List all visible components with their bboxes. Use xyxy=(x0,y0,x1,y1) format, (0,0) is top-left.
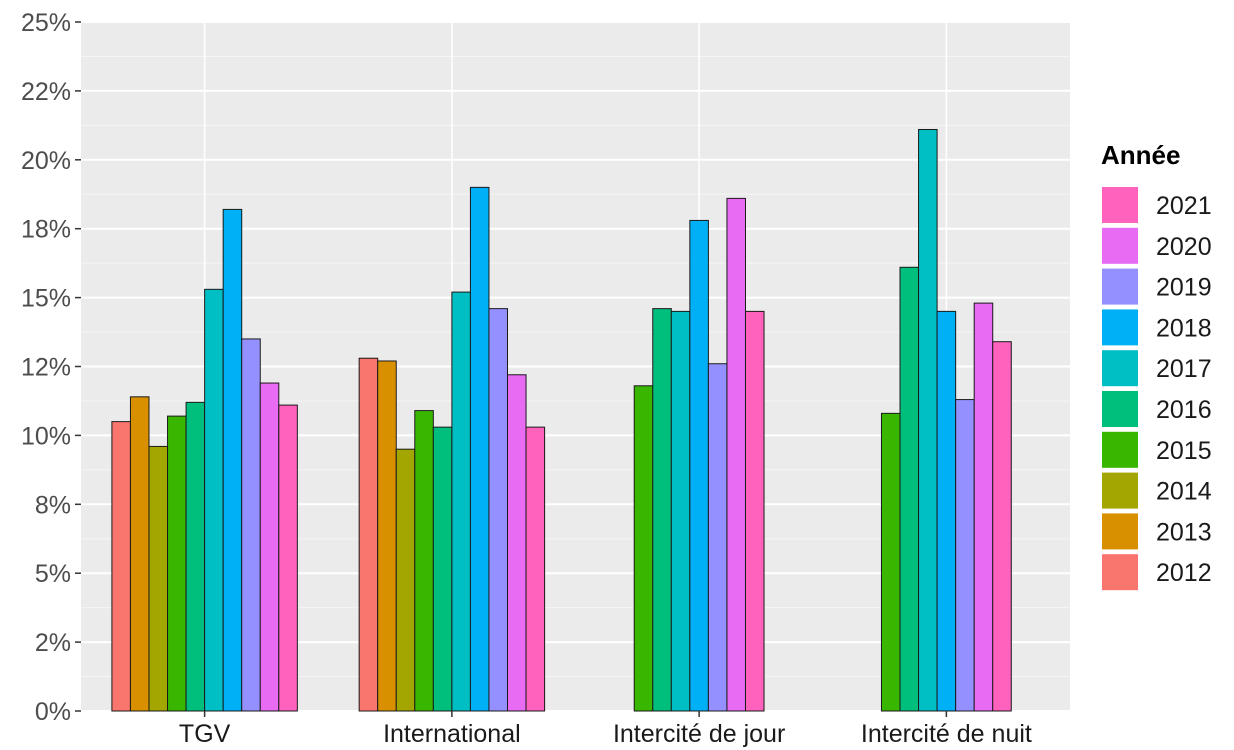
bar-2021 xyxy=(992,341,1012,712)
legend-key-2016 xyxy=(1102,391,1138,427)
y-tick-label: 25% xyxy=(21,9,71,37)
bar-2015 xyxy=(414,410,434,712)
legend-title: Année xyxy=(1101,140,1180,170)
y-axis: 0% 2% 5% 8% 10% 12% 15% 18% 20% 22% 25% xyxy=(21,9,81,726)
bar-2014 xyxy=(395,448,416,712)
y-tick-label: 8% xyxy=(35,491,71,519)
legend-label-2021: 2021 xyxy=(1156,192,1212,220)
bar-2017 xyxy=(451,291,471,712)
y-tick-label: 15% xyxy=(21,285,71,313)
legend-label-2017: 2017 xyxy=(1156,355,1212,383)
legend-label-2016: 2016 xyxy=(1156,396,1212,424)
bar-2020 xyxy=(973,302,994,712)
legend-key-2014 xyxy=(1102,472,1138,509)
legend-key-2020 xyxy=(1102,227,1138,264)
y-tick-label: 5% xyxy=(35,560,71,588)
x-tick-label: TGV xyxy=(179,720,231,748)
legend-key-2012 xyxy=(1102,554,1138,591)
x-tick-label: Intercité de jour xyxy=(613,720,785,748)
bar-2018 xyxy=(469,186,490,712)
y-tick-label: 10% xyxy=(21,422,71,450)
bar-2014 xyxy=(148,445,169,712)
bar-2012 xyxy=(358,357,379,712)
y-tick-label: 20% xyxy=(21,147,71,175)
legend-key-2013 xyxy=(1102,513,1138,550)
legend-label-2018: 2018 xyxy=(1156,314,1212,342)
legend-key-2018 xyxy=(1102,309,1138,346)
legend-label-2020: 2020 xyxy=(1156,233,1212,261)
legend-label-2012: 2012 xyxy=(1156,559,1212,587)
bar-2017 xyxy=(670,310,691,712)
bar-2019 xyxy=(488,308,509,712)
legend-label-2015: 2015 xyxy=(1156,437,1212,465)
bar-2012 xyxy=(111,421,131,712)
bars xyxy=(111,128,1012,712)
legend: Année 2021 2020 2019 2018 2017 2016 2015 2014 20… xyxy=(1101,140,1212,591)
bar-2020 xyxy=(259,382,280,712)
bar-2015 xyxy=(167,415,187,712)
bar-2017 xyxy=(918,128,938,712)
bar-2016 xyxy=(185,401,206,712)
y-tick-label: 12% xyxy=(21,354,71,382)
bar-2016 xyxy=(432,426,453,712)
legend-label-2014: 2014 xyxy=(1156,478,1212,506)
bar-2015 xyxy=(633,385,654,712)
legend-key-2017 xyxy=(1102,350,1138,387)
x-tick-label: International xyxy=(383,720,521,748)
bar-2021 xyxy=(525,426,546,712)
y-tick-label: 18% xyxy=(21,216,71,244)
bar-2017 xyxy=(204,288,224,712)
bar-2015 xyxy=(880,412,901,712)
bar-2021 xyxy=(278,404,298,712)
bar-2013 xyxy=(129,396,150,712)
bar-2020 xyxy=(726,197,746,712)
bar-2019 xyxy=(241,338,261,712)
y-tick-label: 22% xyxy=(21,78,71,106)
legend-key-2021 xyxy=(1102,187,1138,223)
legend-label-2013: 2013 xyxy=(1156,518,1212,546)
bar-2016 xyxy=(899,266,920,712)
bar-2016 xyxy=(652,308,672,712)
legend-label-2019: 2019 xyxy=(1156,274,1212,302)
bar-2021 xyxy=(744,310,765,712)
legend-key-2019 xyxy=(1102,268,1138,305)
legend-key-2015 xyxy=(1102,431,1138,468)
y-tick-label: 0% xyxy=(35,698,71,726)
x-axis: TGV International Intercité de jour Interci… xyxy=(179,711,1032,748)
bar-2018 xyxy=(936,310,957,712)
bar-2019 xyxy=(955,399,975,712)
bar-2019 xyxy=(707,363,728,712)
bar-2020 xyxy=(507,374,527,712)
bar-2013 xyxy=(377,360,397,712)
x-tick-label: Intercité de nuit xyxy=(861,720,1032,748)
bar-2018 xyxy=(222,208,243,712)
bar-2018 xyxy=(689,219,709,712)
y-tick-label: 2% xyxy=(35,629,71,657)
